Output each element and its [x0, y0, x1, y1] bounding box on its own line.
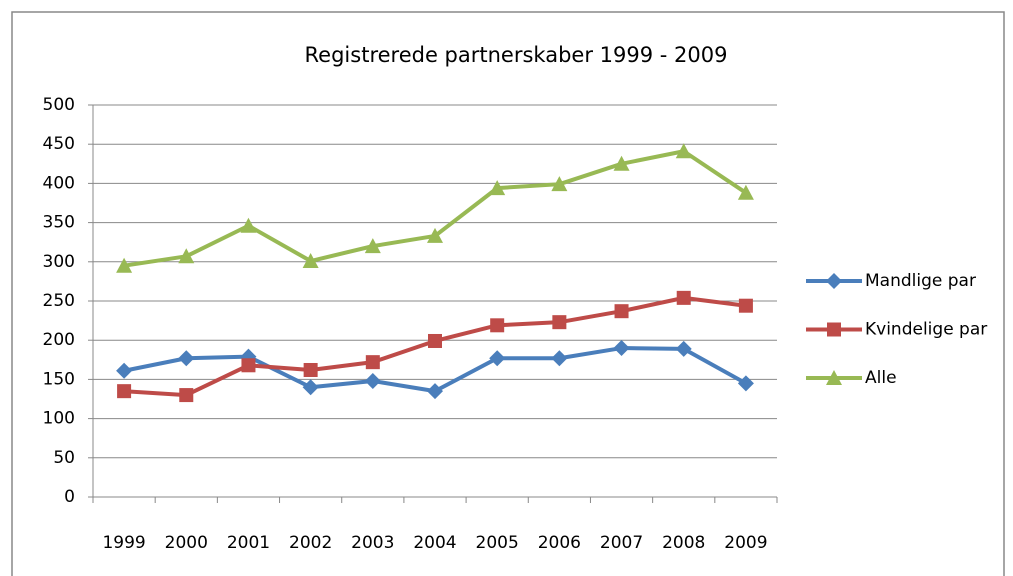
y-tick-label: 450 — [43, 134, 75, 154]
y-tick-label: 0 — [64, 487, 75, 507]
marker — [240, 217, 257, 233]
marker — [489, 180, 506, 196]
marker — [738, 298, 753, 313]
y-tick-label: 200 — [43, 330, 75, 350]
x-tick-label: 2002 — [289, 533, 332, 553]
marker — [552, 315, 567, 330]
legend-label: Mandlige par — [865, 271, 976, 291]
marker — [117, 384, 132, 399]
marker — [364, 238, 381, 254]
marker — [302, 253, 319, 269]
marker — [179, 388, 194, 403]
marker — [364, 372, 381, 389]
marker — [116, 362, 133, 379]
marker — [675, 340, 692, 357]
x-tick-label: 2000 — [165, 533, 208, 553]
marker — [551, 350, 568, 367]
marker — [614, 304, 629, 319]
marker — [675, 143, 692, 159]
marker — [490, 318, 505, 333]
y-tick-label: 400 — [43, 173, 75, 193]
y-tick-label: 300 — [43, 252, 75, 272]
marker — [613, 340, 630, 357]
marker — [737, 184, 754, 200]
legend-label: Alle — [865, 368, 897, 388]
marker — [826, 273, 842, 289]
y-tick-label: 250 — [43, 291, 75, 311]
legend-label: Kvindelige par — [865, 320, 987, 340]
x-tick-label: 2004 — [413, 533, 456, 553]
x-tick-label: 2007 — [600, 533, 643, 553]
chart-title: Registrerede partnerskaber 1999 - 2009 — [305, 43, 728, 67]
marker — [428, 333, 442, 348]
y-tick-label: 150 — [43, 369, 75, 389]
marker — [178, 350, 195, 367]
marker — [613, 155, 630, 171]
marker — [827, 322, 841, 337]
marker — [241, 358, 256, 373]
marker — [116, 257, 133, 273]
y-tick-label: 500 — [43, 95, 75, 115]
y-tick-label: 50 — [53, 448, 75, 468]
marker — [826, 370, 842, 385]
x-tick-label: 2005 — [476, 533, 519, 553]
marker — [427, 227, 443, 243]
marker — [551, 176, 568, 192]
marker — [178, 248, 195, 264]
marker — [427, 383, 443, 400]
x-tick-label: 1999 — [102, 533, 145, 553]
y-tick-label: 100 — [43, 409, 75, 429]
x-tick-label: 2003 — [351, 533, 394, 553]
x-tick-label: 2006 — [538, 533, 581, 553]
x-tick-label: 2009 — [724, 533, 767, 553]
marker — [737, 375, 754, 392]
chart-border — [11, 11, 1005, 576]
marker — [303, 362, 318, 377]
marker — [302, 379, 319, 396]
marker — [676, 290, 691, 305]
x-tick-label: 2001 — [227, 533, 270, 553]
x-tick-label: 2008 — [662, 533, 705, 553]
marker — [489, 350, 506, 367]
y-tick-label: 350 — [43, 213, 75, 233]
marker — [365, 355, 380, 370]
